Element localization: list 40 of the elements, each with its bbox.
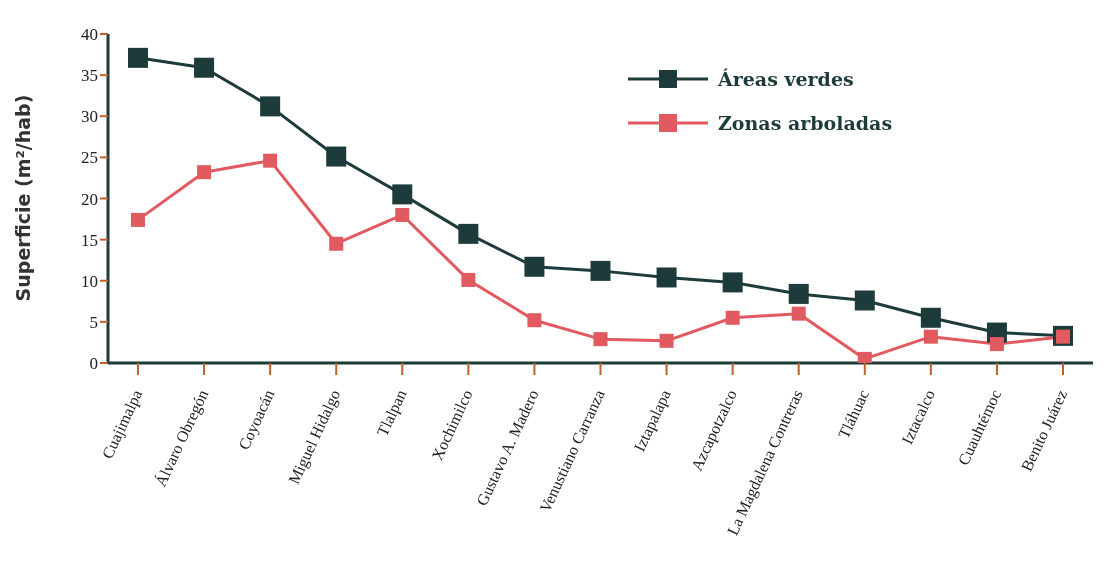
y-tick-label: 15 <box>81 230 98 250</box>
y-tick-label: 10 <box>81 271 98 291</box>
point <box>857 351 872 363</box>
y-tick-label: 25 <box>81 148 98 168</box>
point <box>725 310 740 325</box>
legend-label: Áreas verdes <box>718 68 854 90</box>
point <box>920 307 941 328</box>
point <box>326 146 347 167</box>
point <box>458 223 479 244</box>
point <box>788 283 809 304</box>
point <box>659 333 674 348</box>
point <box>128 47 148 68</box>
point <box>392 184 413 205</box>
point <box>590 260 611 281</box>
x-tick-label: Benito Juárez <box>1017 387 1071 474</box>
point <box>395 207 410 222</box>
y-axis-title: Superficie (m²/hab) <box>12 94 34 302</box>
point <box>527 313 542 328</box>
point <box>656 267 677 288</box>
point <box>263 153 278 168</box>
point <box>197 165 212 180</box>
legend-label: Zonas arboladas <box>718 112 893 134</box>
point <box>722 272 743 293</box>
point <box>461 272 476 287</box>
y-tick-label: 35 <box>81 66 98 86</box>
point <box>791 306 806 321</box>
point <box>131 212 145 227</box>
y-tick-label: 40 <box>81 25 98 45</box>
point <box>989 337 1004 352</box>
point <box>524 256 545 277</box>
point <box>329 236 344 251</box>
point <box>260 96 281 117</box>
y-tick-label: 5 <box>89 312 98 332</box>
y-tick-label: 20 <box>81 189 98 209</box>
point <box>854 290 875 311</box>
y-tick-label: 30 <box>81 107 98 127</box>
y-tick-label: 0 <box>89 354 98 374</box>
point <box>923 329 938 344</box>
point <box>194 57 215 78</box>
point <box>593 332 608 347</box>
